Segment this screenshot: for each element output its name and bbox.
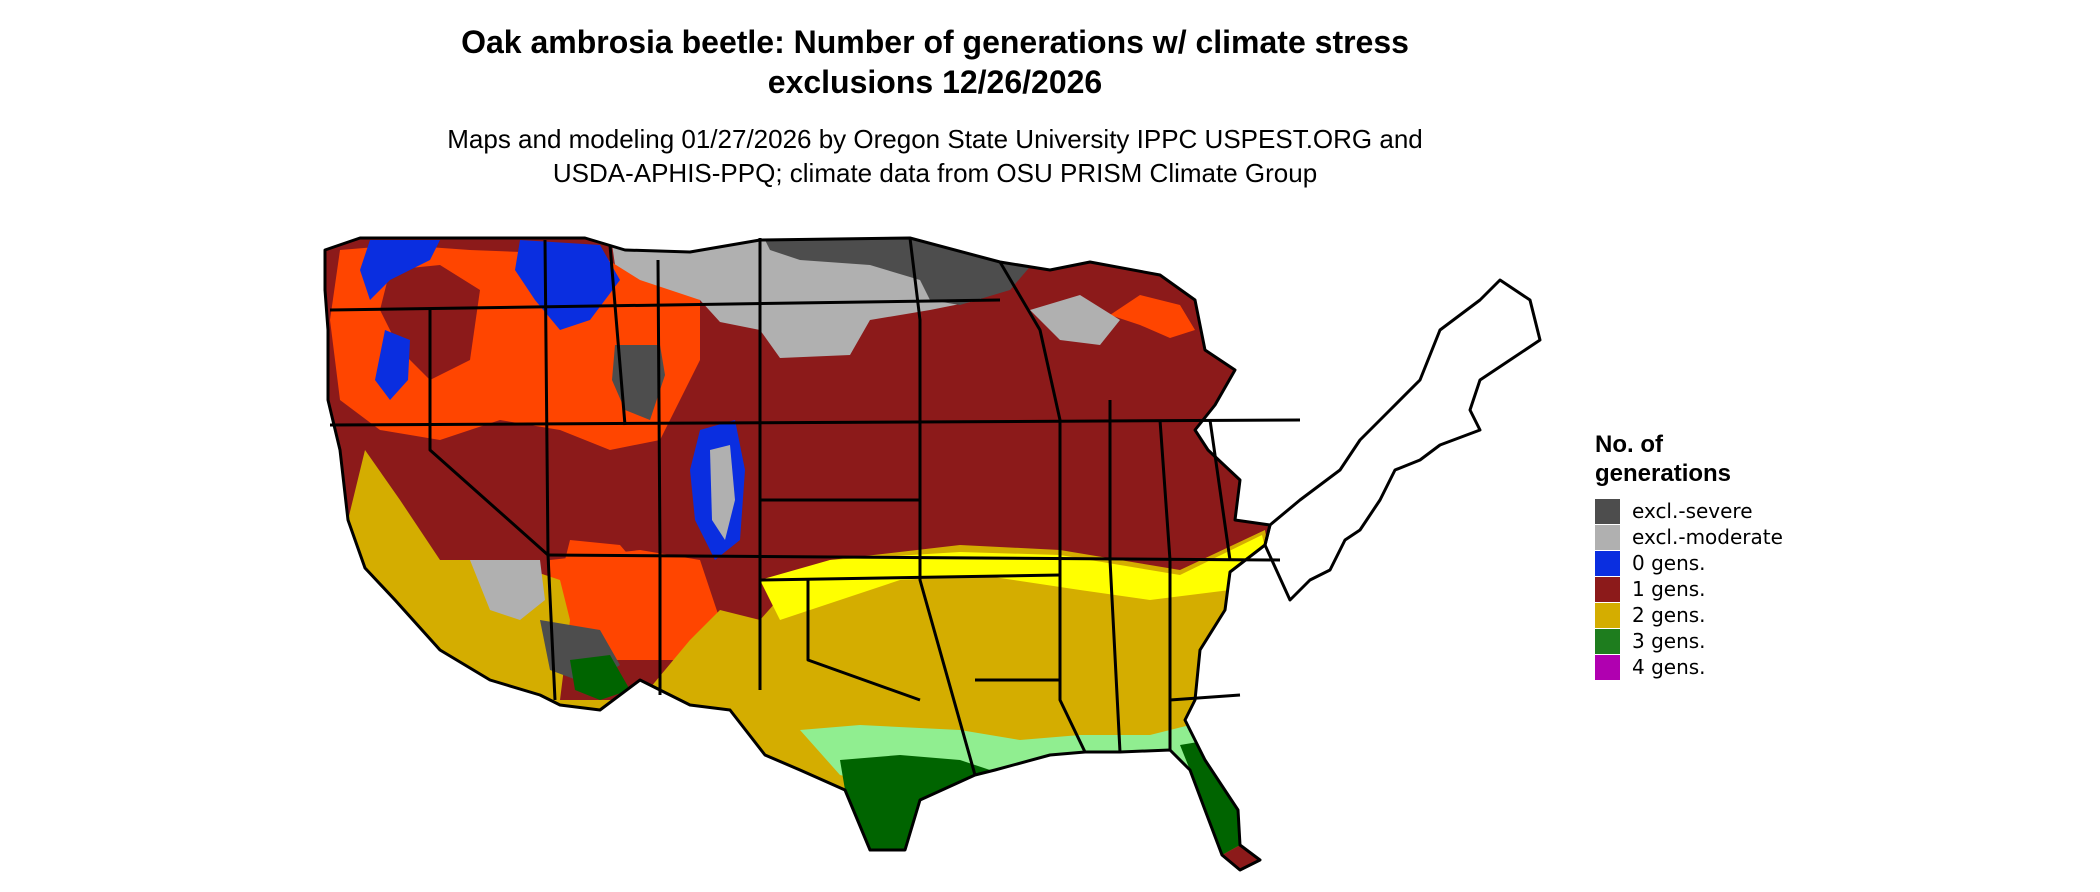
state-borders [323,236,1542,872]
west-column-1 [428,310,549,557]
northeast-outline [1263,278,1542,602]
legend-swatch [1595,628,1620,654]
legend-label: 2 gens. [1632,603,1706,627]
central-tier-line [547,553,1281,562]
legend-item-4-gens: 4 gens. [1595,654,1795,680]
north-cascades-blue-region [360,240,440,300]
rockies-column [656,259,662,695]
legend-swatch [1595,602,1620,628]
legend-swatch [1595,576,1620,602]
west-column-2 [543,239,557,701]
map-title-line-2: exclusions 12/26/2026 [767,64,1103,100]
mid-tier-line [329,418,1301,427]
legend-item-excl-severe: excl.-severe [1595,498,1795,524]
map-fill-regions [325,238,1400,870]
legend-swatch [1595,654,1620,680]
southeast-line [1169,693,1241,702]
conus-outline [323,236,1272,872]
california-exclusion-region [470,560,545,620]
florida-three-generation-region [1180,740,1240,855]
northern-tier-line [329,298,1001,312]
map-subtitle-line-1: Maps and modeling 01/27/2026 by Oregon S… [447,124,1423,154]
texas-panhandle-line [806,580,921,702]
map-subtitle-line-2: USDA-APHIS-PPQ; climate data from OSU PR… [552,158,1318,188]
legend-swatch [1595,550,1620,576]
upper-michigan-orange-region [1110,295,1195,338]
legend-title: No. of generations [1595,430,1795,488]
texas-gulf-three-generation-region [840,755,990,850]
legend-swatch [1595,524,1620,550]
legend-item-0-gens: 0 gens. [1595,550,1795,576]
legend-item-1-gens: 1 gens. [1595,576,1795,602]
legend-items: excl.-severe excl.-moderate 0 gens. 1 ge… [1595,498,1795,680]
map-title: Oak ambrosia beetle: Number of generatio… [0,22,1870,102]
legend-item-excl-moderate: excl.-moderate [1595,524,1795,550]
map-title-line-1: Oak ambrosia beetle: Number of generatio… [461,24,1409,60]
colorado-exclusion-region [710,445,735,540]
mississippi-column [998,261,1087,753]
legend-title-line-2: generations [1595,460,1732,487]
legend-label: excl.-moderate [1632,525,1783,549]
legend-label: 1 gens. [1632,577,1706,601]
southern-tier-line [759,573,1061,582]
legend-label: 4 gens. [1632,655,1706,679]
west-column-3 [608,244,627,426]
legend-item-2-gens: 2 gens. [1595,602,1795,628]
legend-label: 3 gens. [1632,629,1706,653]
wyoming-exclusion-region [612,345,665,420]
arizona-three-generation-region [570,655,630,700]
us-generations-map [323,236,1542,872]
legend-swatch [1595,498,1620,524]
adirondack-exclusion-region [1360,345,1400,382]
ohio-valley-column [1108,400,1122,753]
legend-item-3-gens: 3 gens. [1595,628,1795,654]
east-column [1158,419,1172,750]
plains-column [908,237,977,776]
map-subtitle: Maps and modeling 01/27/2026 by Oregon S… [0,122,1870,190]
legend-title-line-1: No. of [1595,431,1663,458]
legend-label: 0 gens. [1632,551,1706,575]
southern-bright-yellow-region [760,535,1268,620]
michigan-exclusion-region [1030,295,1120,345]
map-legend: No. of generations excl.-severe excl.-mo… [1595,430,1795,680]
legend-label: excl.-severe [1632,499,1753,523]
oregon-blue-region [375,330,410,400]
appalachian-column [1208,419,1232,561]
